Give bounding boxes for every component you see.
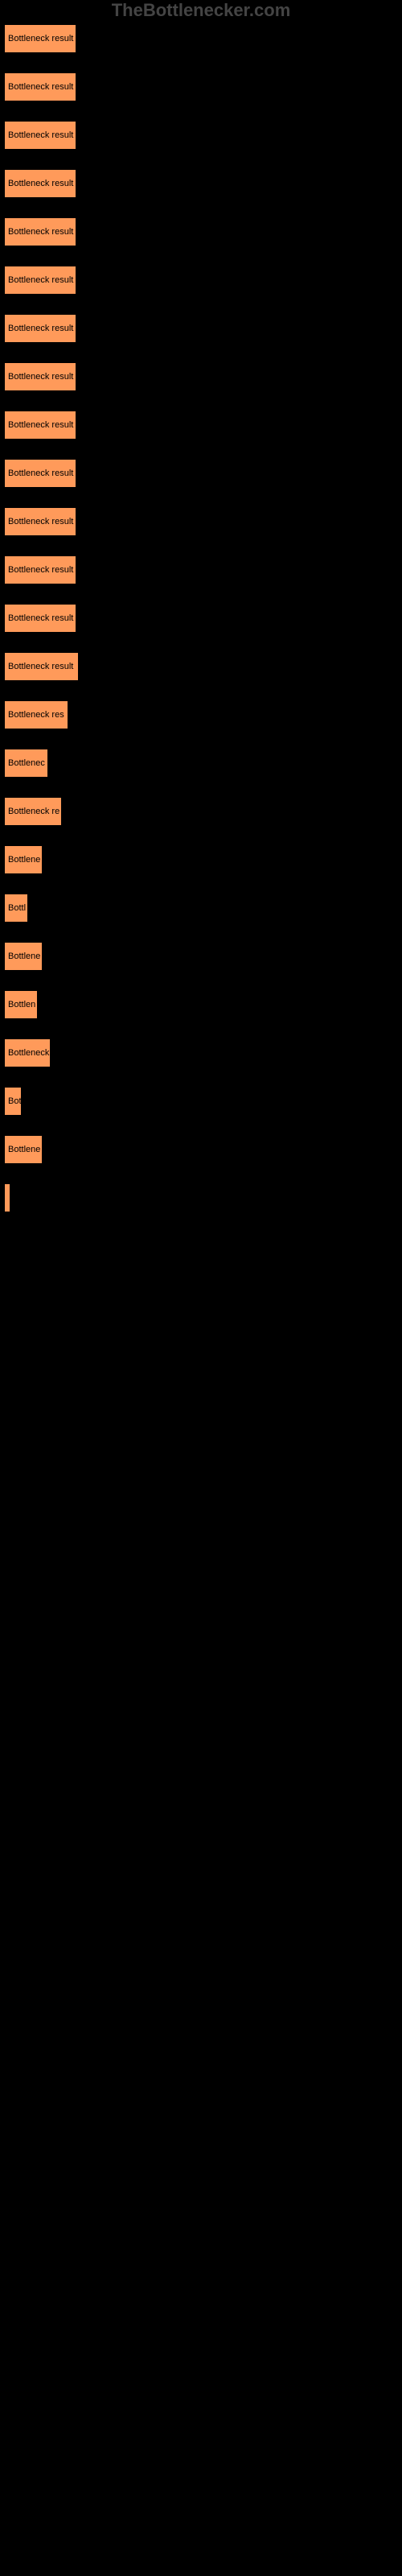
bar: Bottleneck result — [4, 314, 76, 343]
bar: Bottleneck result — [4, 604, 76, 633]
bar: Bottlene — [4, 942, 43, 971]
bar-row: Bottleneck result — [4, 72, 402, 101]
bar-row: Bottlene — [4, 845, 402, 874]
bar-row: Bottlene — [4, 1135, 402, 1164]
bar: Bottl — [4, 894, 28, 923]
bar-row: Bottleneck result — [4, 24, 402, 53]
bar: Bottlene — [4, 845, 43, 874]
bar: Bottlenec — [4, 749, 48, 778]
bar: Bottleneck re — [4, 797, 62, 826]
bar-row: Bottlene — [4, 942, 402, 971]
bar-row: Bottleneck result — [4, 555, 402, 584]
bar: Bottleneck result — [4, 555, 76, 584]
bar: Bottlen — [4, 990, 38, 1019]
empty-row — [4, 1377, 402, 1406]
watermark-text: TheBottlenecker.com — [112, 0, 291, 21]
bar-row: Bottleneck result — [4, 507, 402, 536]
bar-row: Bottleneck result — [4, 169, 402, 198]
bar: Bottleneck res — [4, 700, 68, 729]
bar-row: Bottleneck result — [4, 314, 402, 343]
bar-row: Bot — [4, 1087, 402, 1116]
bar — [4, 1183, 10, 1212]
bar: Bottleneck result — [4, 507, 76, 536]
empty-row — [4, 1425, 402, 1454]
bar: Bottleneck result — [4, 266, 76, 295]
empty-row — [4, 1328, 402, 1357]
bar: Bottleneck result — [4, 217, 76, 246]
bar: Bottleneck — [4, 1038, 51, 1067]
bar: Bottlene — [4, 1135, 43, 1164]
bar-row: Bottl — [4, 894, 402, 923]
bar-row: Bottleneck result — [4, 217, 402, 246]
bar: Bottleneck result — [4, 72, 76, 101]
bar-row: Bottleneck res — [4, 700, 402, 729]
bar-row: Bottleneck result — [4, 604, 402, 633]
bar-chart: Bottleneck result Bottleneck result Bottle… — [0, 0, 402, 1454]
bar: Bottleneck result — [4, 411, 76, 440]
bar-row: Bottleneck result — [4, 362, 402, 391]
bar-row: Bottleneck result — [4, 121, 402, 150]
empty-row — [4, 1280, 402, 1309]
bar: Bottleneck result — [4, 121, 76, 150]
bar-row: Bottleneck re — [4, 797, 402, 826]
bar-row: Bottlenec — [4, 749, 402, 778]
bar-row: Bottleneck — [4, 1038, 402, 1067]
bar-row: Bottleneck result — [4, 266, 402, 295]
bar: Bot — [4, 1087, 22, 1116]
empty-row — [4, 1232, 402, 1261]
bar: Bottleneck result — [4, 24, 76, 53]
bar: Bottleneck result — [4, 459, 76, 488]
bar: Bottleneck result — [4, 169, 76, 198]
bar-row: Bottlen — [4, 990, 402, 1019]
bar-row: Bottleneck result — [4, 652, 402, 681]
bar: Bottleneck result — [4, 362, 76, 391]
bar-row: Bottleneck result — [4, 411, 402, 440]
bar-row: Bottleneck result — [4, 459, 402, 488]
bar: Bottleneck result — [4, 652, 79, 681]
bar-row — [4, 1183, 402, 1212]
